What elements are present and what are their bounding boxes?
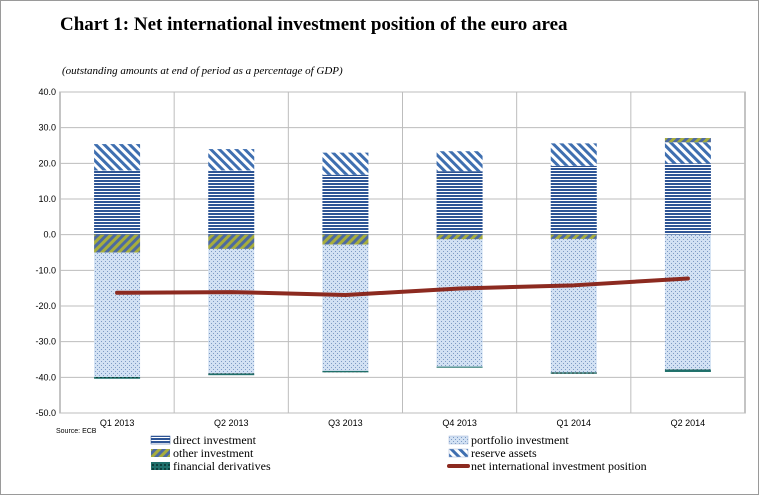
y-tick-label: -30.0 bbox=[35, 337, 56, 347]
chart-title: Chart 1: Net international investment po… bbox=[60, 14, 568, 35]
bar-direct bbox=[208, 170, 255, 235]
bar-other bbox=[94, 234, 141, 253]
bar-derivatives bbox=[550, 372, 597, 374]
x-tick-label: Q1 2014 bbox=[556, 418, 591, 428]
bar-reserve bbox=[550, 143, 597, 166]
bar-portfolio bbox=[664, 234, 711, 370]
y-tick-label: -40.0 bbox=[35, 372, 56, 382]
bar-direct bbox=[322, 174, 369, 235]
bar-derivatives bbox=[208, 373, 255, 376]
bar-other bbox=[436, 234, 483, 240]
bar-reserve bbox=[208, 149, 255, 171]
y-tick-label: 10.0 bbox=[38, 194, 56, 204]
bar-reserve bbox=[94, 144, 141, 171]
bar-derivatives bbox=[94, 376, 141, 379]
source-note: Source: ECB bbox=[56, 428, 97, 435]
bar-other bbox=[322, 234, 369, 245]
x-tick-label: Q4 2013 bbox=[442, 418, 477, 428]
bar-direct bbox=[94, 170, 141, 235]
bar-portfolio bbox=[436, 239, 483, 367]
x-tick-label: Q2 2014 bbox=[671, 418, 706, 428]
bar-derivatives bbox=[322, 370, 369, 373]
bar-other bbox=[550, 234, 597, 239]
bar-direct bbox=[436, 171, 483, 235]
bar-portfolio bbox=[550, 238, 597, 373]
bar-direct bbox=[664, 163, 711, 235]
bar-direct bbox=[550, 165, 597, 235]
bar-other bbox=[208, 234, 255, 249]
y-tick-label: -10.0 bbox=[35, 265, 56, 275]
bar-derivatives bbox=[664, 369, 711, 372]
x-tick-label: Q1 2013 bbox=[100, 418, 135, 428]
y-tick-label: -20.0 bbox=[35, 301, 56, 311]
y-tick-label: -50.0 bbox=[35, 408, 56, 418]
bar-derivatives bbox=[436, 366, 483, 368]
x-tick-label: Q3 2013 bbox=[328, 418, 363, 428]
y-tick-label: 30.0 bbox=[38, 123, 56, 133]
bar-portfolio bbox=[322, 244, 369, 371]
bar-portfolio bbox=[94, 252, 141, 377]
line-series-niip bbox=[115, 276, 690, 297]
y-tick-label: 20.0 bbox=[38, 158, 56, 168]
bar-reserve bbox=[664, 142, 711, 164]
y-tick-label: 40.0 bbox=[38, 87, 56, 97]
bar-reserve bbox=[436, 151, 483, 172]
bar-reserve bbox=[322, 152, 369, 175]
bar-other bbox=[664, 138, 711, 143]
x-tick-label: Q2 2013 bbox=[214, 418, 249, 428]
chart-subtitle: (outstanding amounts at end of period as… bbox=[62, 65, 343, 77]
y-tick-label: 0.0 bbox=[43, 230, 56, 240]
bar-portfolio bbox=[208, 248, 255, 374]
